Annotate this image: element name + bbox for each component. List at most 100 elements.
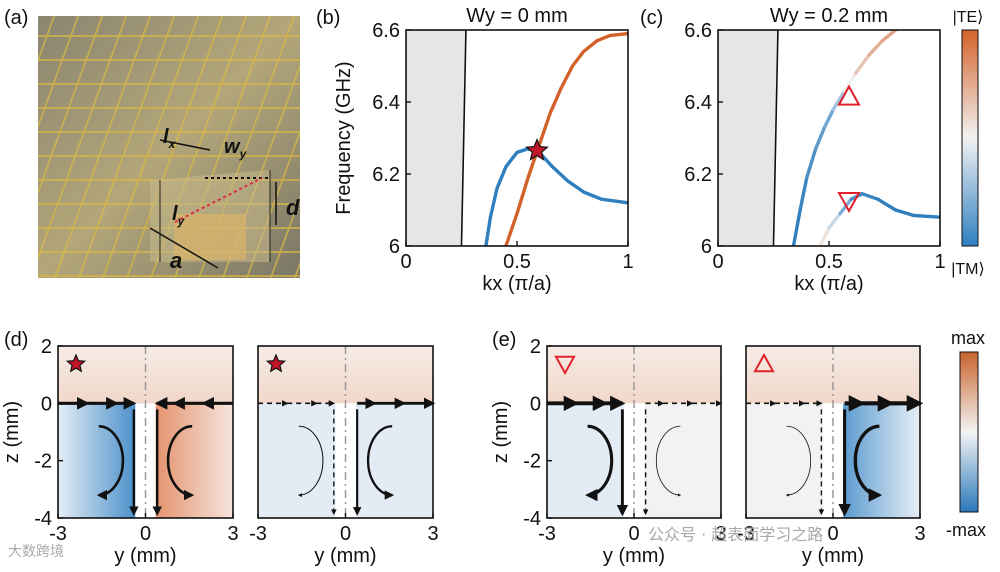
circulation-arrow	[298, 425, 324, 498]
field-panel-d: -3 0 3 y (mm) 2 0 -2 -4 z (mm) -3 0 3 y (mm)	[1, 336, 439, 567]
series-te-like	[504, 31, 628, 246]
triangle-up-marker	[753, 352, 775, 373]
series-segment	[893, 208, 916, 218]
x-tick-label: 3	[914, 523, 925, 545]
y-tick-label: 6.2	[372, 164, 400, 186]
field-region-left	[258, 403, 345, 518]
series-line	[484, 147, 628, 246]
series-segment	[853, 53, 871, 75]
circulation-arrow	[655, 425, 682, 497]
light-cone-region	[718, 30, 778, 246]
series-segment	[805, 147, 818, 180]
y-axis-label: z (mm)	[490, 401, 512, 463]
watermark-left: 大数跨境	[8, 544, 64, 560]
x-axis-label: y (mm)	[603, 545, 665, 567]
label-ly: ly	[172, 203, 186, 228]
series-segment	[911, 213, 940, 219]
x-tick-label: 0	[712, 251, 723, 273]
y-tick-label: 6.4	[372, 92, 400, 114]
field-region-right	[635, 403, 721, 518]
y-tick-label: 6.6	[372, 20, 400, 42]
x-axis-label: kx (π/a)	[482, 273, 551, 295]
x-tick-label: -3	[737, 523, 755, 545]
x-tick-label: 0.5	[815, 251, 843, 273]
label-a: a	[170, 248, 182, 273]
x-tick-label: 0	[140, 523, 151, 545]
series-segment	[831, 89, 847, 111]
dispersion-plot-b: 6 6.2 6.4 6.6 0 0.5 1 Wy = 0 mm kx (π/a) Frequenc…	[333, 5, 634, 295]
colorbar-max-label: max	[951, 328, 985, 348]
field-region-air	[58, 346, 233, 404]
y-tick-label: 6.4	[684, 92, 712, 114]
y-axis-label: Frequency (GHz)	[333, 61, 355, 214]
field-region-air	[746, 346, 920, 404]
geometry-labels: lx wy ly d a	[163, 126, 300, 273]
panel-label-c: (c)	[640, 7, 663, 29]
x-tick-label: 3	[427, 523, 438, 545]
x-axis-label: y (mm)	[314, 545, 376, 567]
series-segment	[818, 226, 831, 246]
field-map-2: -3 0 3 y (mm)	[249, 345, 439, 567]
field-map-1: -3 0 3 y (mm) 2 0 -2 -4 z (mm)	[1, 336, 239, 567]
y-axis-label: z (mm)	[1, 401, 23, 463]
field-region-air	[258, 346, 433, 404]
y-tick-label: -2	[34, 451, 52, 473]
x-tick-label: 1	[934, 251, 945, 273]
x-tick-label: 1	[622, 251, 633, 273]
series-line	[504, 31, 628, 246]
x-tick-label: 0	[400, 251, 411, 273]
circulation-arrow	[166, 424, 195, 501]
y-tick-label: -4	[34, 508, 52, 530]
x-tick-label: -3	[538, 523, 556, 545]
label-d: d	[286, 195, 300, 220]
x-tick-label: -3	[49, 523, 67, 545]
y-tick-label: -2	[523, 451, 541, 473]
field-region-left	[746, 403, 832, 518]
circulation-arrow	[785, 425, 812, 497]
series-segment	[798, 175, 809, 212]
x-tick-label: 0.5	[503, 251, 531, 273]
y-tick-label: -4	[523, 508, 541, 530]
label-lx: lx	[163, 126, 177, 151]
star-marker	[65, 353, 87, 373]
series-segment	[813, 125, 827, 151]
circulation-arrow	[853, 424, 883, 502]
x-axis-label: y (mm)	[114, 545, 176, 567]
y-tick-label: 0	[41, 393, 52, 415]
plot-title: Wy = 0 mm	[466, 5, 568, 27]
x-tick-label: 0	[628, 523, 639, 545]
y-tick-label: 6	[389, 236, 400, 258]
triangle-up-marker	[837, 84, 861, 106]
field-region-air	[547, 346, 721, 404]
star-marker	[265, 353, 287, 373]
field-region-left	[58, 403, 145, 518]
series-segment	[842, 71, 858, 93]
field-map-1: -3 0 3 y (mm) 2 0 -2 -4 z (mm)	[490, 336, 727, 567]
colorbar-field: max -max	[946, 328, 986, 540]
x-tick-label: 3	[715, 523, 726, 545]
triangle-down-marker	[554, 355, 576, 376]
panel-label-a: (a)	[4, 7, 28, 29]
field-region-right	[834, 403, 920, 518]
series-segment	[791, 208, 802, 246]
panel-label-e: (e)	[492, 329, 516, 351]
x-axis-label: y (mm)	[802, 545, 864, 567]
label-wy: wy	[224, 136, 248, 161]
x-tick-label: 0	[827, 523, 838, 545]
series-segment	[822, 107, 836, 129]
star-marker	[524, 138, 549, 161]
colorbar-min-label: -max	[946, 520, 986, 540]
colorbar-te-tm: |TE⟩ |TM⟩	[951, 9, 985, 278]
field-panel-e: -3 0 3 y (mm) 2 0 -2 -4 z (mm) -3 0 3 y (mm)	[490, 336, 926, 567]
y-tick-label: 0	[530, 393, 541, 415]
field-map-2: -3 0 3 y (mm)	[737, 345, 926, 567]
field-region-left	[547, 403, 633, 518]
y-tick-label: 6	[701, 236, 712, 258]
triangle-down-marker	[837, 192, 861, 214]
circulation-arrow	[96, 424, 125, 501]
x-tick-label: 3	[227, 523, 238, 545]
series-upper-band	[791, 30, 898, 246]
series-lower-band	[818, 192, 940, 246]
colorbar-te-label: |TE⟩	[953, 9, 984, 26]
watermark-right: 公众号 · 超表面学习之路	[648, 525, 823, 544]
